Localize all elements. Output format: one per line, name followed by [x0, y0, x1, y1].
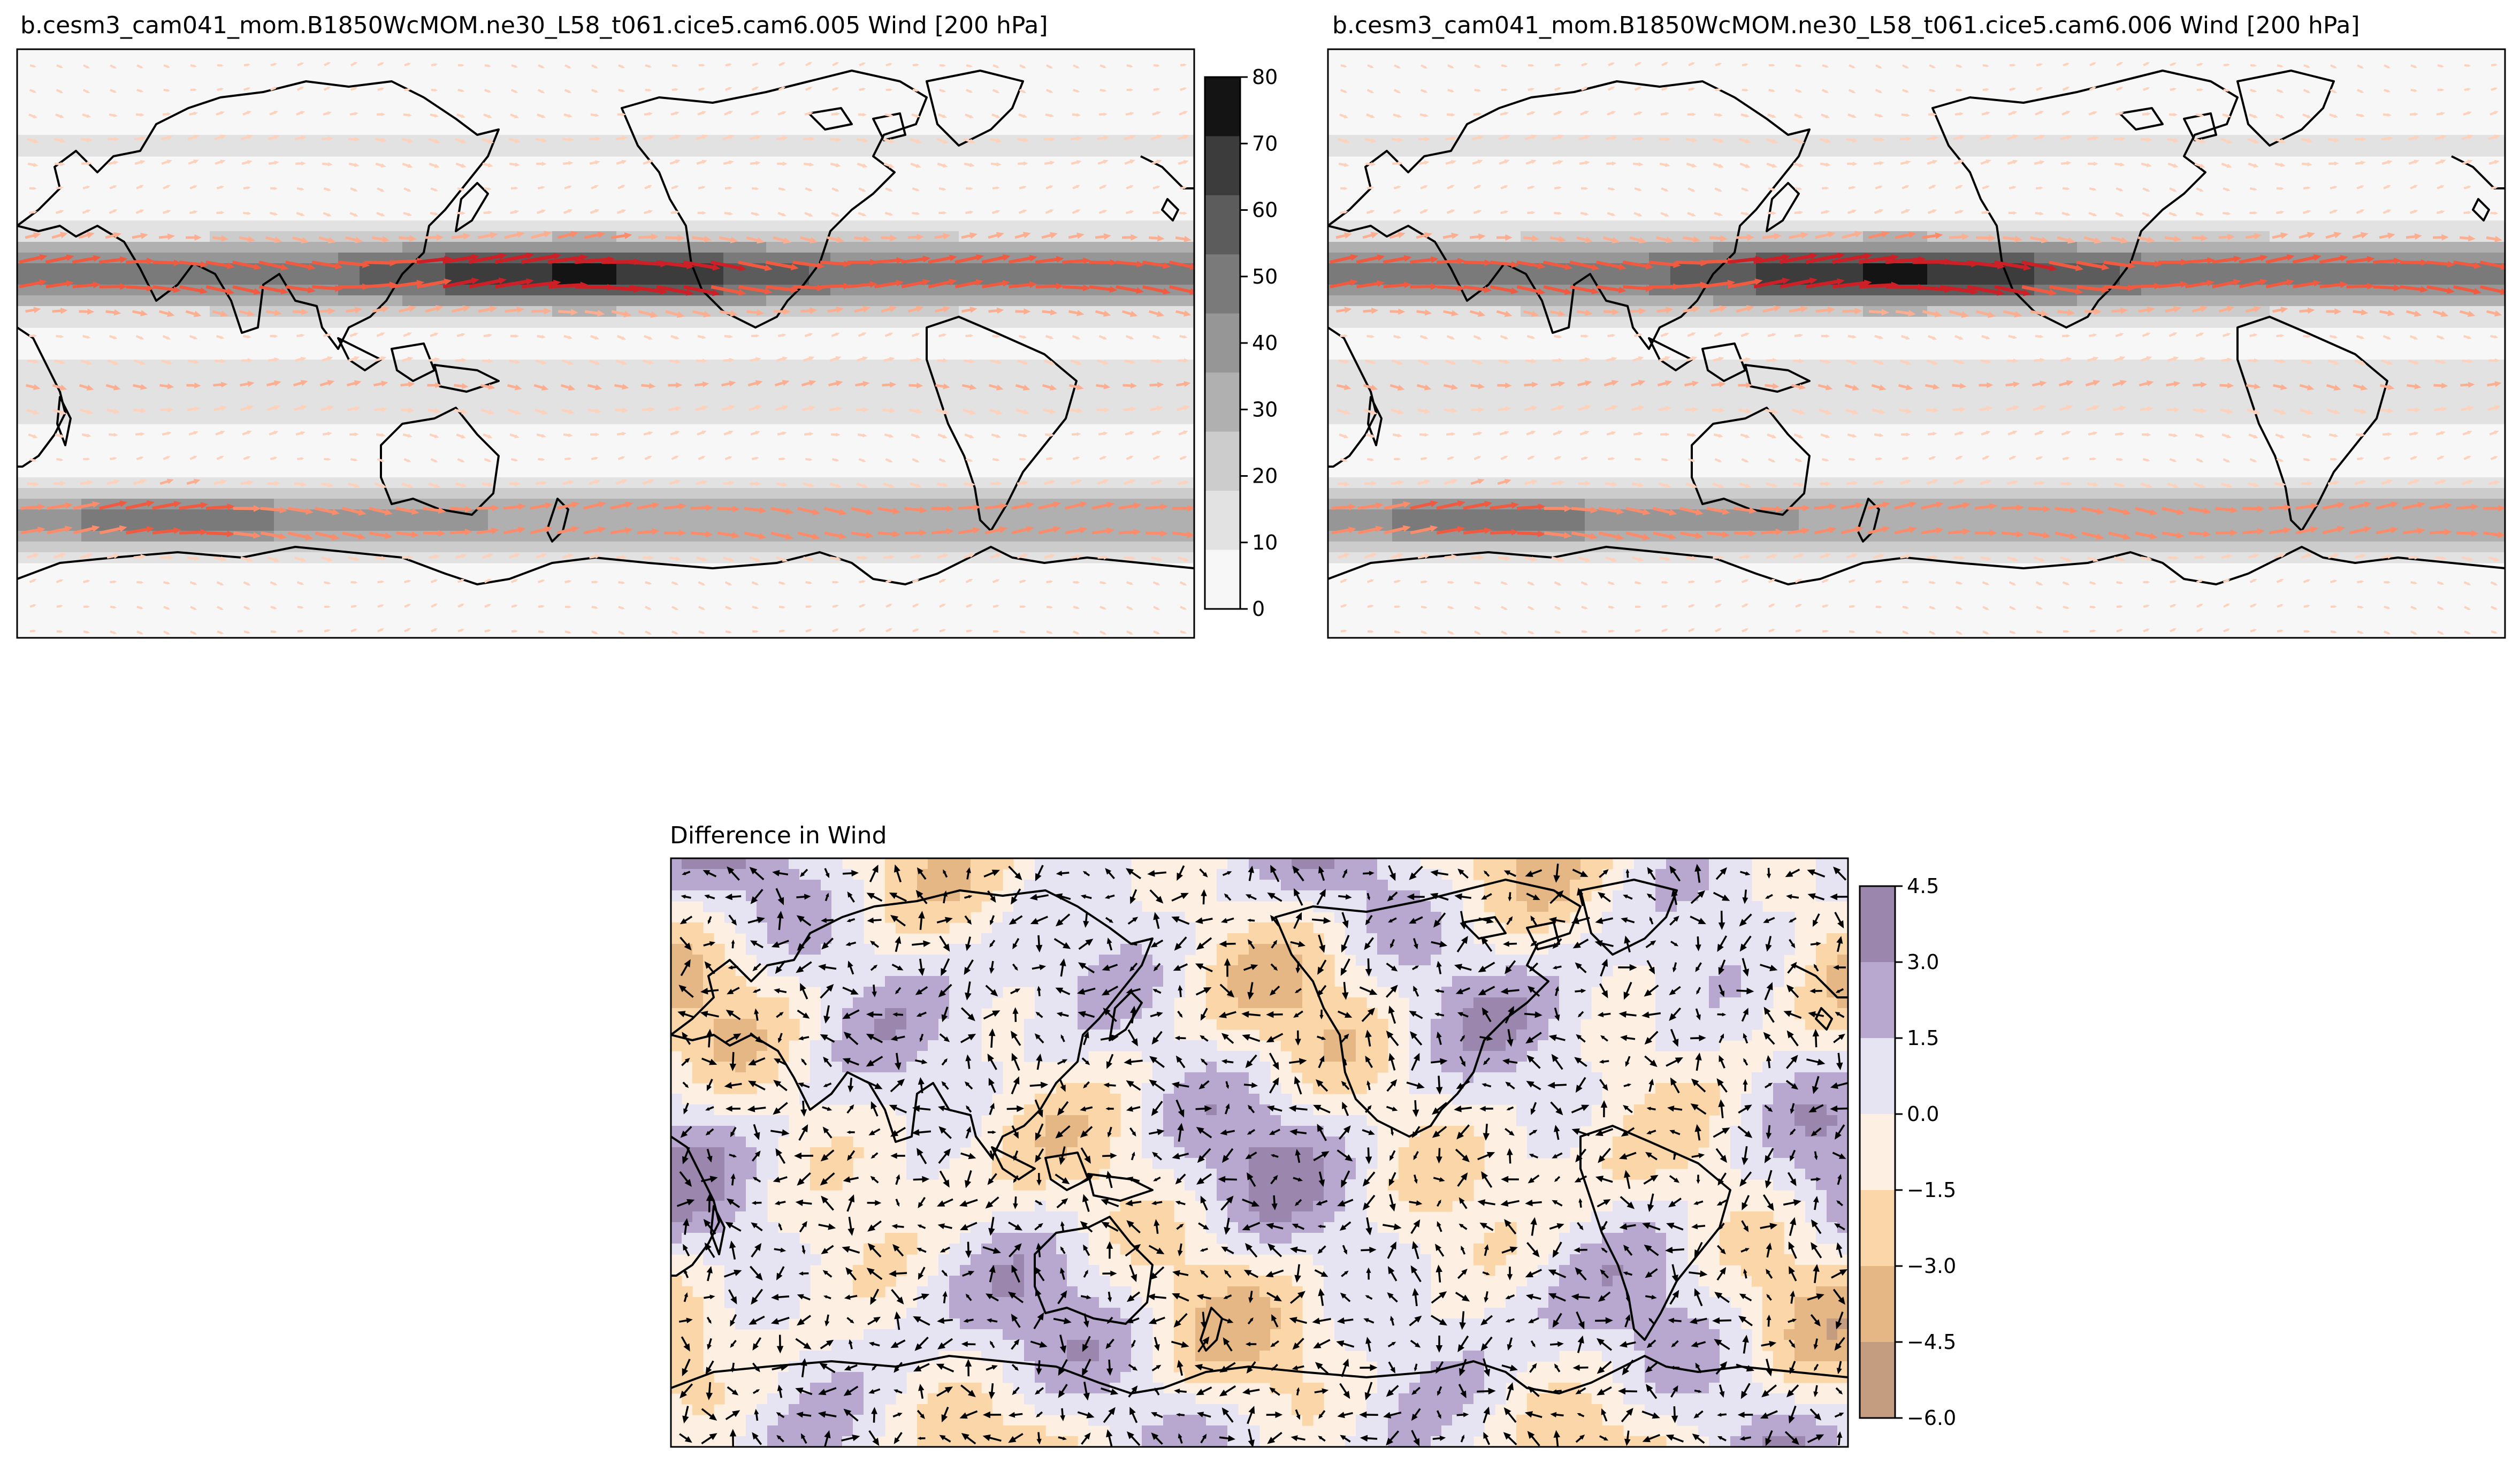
- colorbar-test-tick-label: 80: [1252, 65, 1278, 89]
- map-frame-difference: [670, 857, 1849, 1448]
- map-area-test: [16, 48, 1195, 639]
- colorbar-test-swatch: [1205, 77, 1240, 136]
- colorbar-difference-swatch: [1860, 1038, 1895, 1115]
- colorbar-test-swatch: [1205, 431, 1240, 491]
- colorbar-difference-swatch: [1860, 1114, 1895, 1191]
- colorbar-difference-swatch: [1860, 1266, 1895, 1343]
- colorbar-difference-tick-label: −3.0: [1907, 1254, 1956, 1278]
- map-frame-test: [16, 48, 1195, 639]
- wind-vectors-test: [18, 62, 1194, 635]
- colorbar-test-tick-label: 50: [1252, 265, 1278, 288]
- map-area-reference: [1327, 48, 2506, 639]
- colorbar-difference-tick-label: −1.5: [1907, 1178, 1956, 1202]
- wind-vectors-reference: [1329, 62, 2505, 635]
- colorbar-test-tick-label: 30: [1252, 398, 1278, 421]
- colorbar-test-tick-label: 20: [1252, 464, 1278, 488]
- map-area-difference: [670, 857, 1849, 1448]
- colorbar-test-tick-label: 0: [1252, 597, 1265, 621]
- colorbar-test-tick-label: 60: [1252, 199, 1278, 222]
- map-frame-reference: [1327, 48, 2506, 639]
- colorbar-difference-swatch: [1860, 886, 1895, 963]
- colorbar-difference-swatch: [1860, 1342, 1895, 1419]
- colorbar-difference-tick-label: 0.0: [1907, 1102, 1939, 1126]
- panel-test-case: b.cesm3_cam041_mom.B1850WcMOM.ne30_L58_t…: [16, 12, 1278, 639]
- panel-title-reference: b.cesm3_cam041_mom.B1850WcMOM.ne30_L58_t…: [1332, 12, 2360, 39]
- colorbar-difference-tick-label: −4.5: [1907, 1330, 1956, 1354]
- colorbar-test-tick-label: 70: [1252, 132, 1278, 155]
- colorbar-test-tick-label: 10: [1252, 531, 1278, 554]
- colorbar-test-swatch: [1205, 491, 1240, 551]
- colorbar-test-swatch: [1205, 136, 1240, 196]
- wind-difference-fill: [671, 858, 1848, 1447]
- panel-reference-case: b.cesm3_cam041_mom.B1850WcMOM.ne30_L58_t…: [1327, 12, 2506, 639]
- colorbar-difference-tick-label: 4.5: [1907, 874, 1939, 898]
- wind-speed-fill-reference: [1328, 49, 2505, 638]
- wind-speed-fill-test: [17, 49, 1194, 638]
- colorbar-test-swatch: [1205, 313, 1240, 373]
- colorbar-difference-swatch: [1860, 962, 1895, 1039]
- colorbar-difference-tick-label: 3.0: [1907, 950, 1939, 974]
- wind-difference-vectors: [676, 863, 1848, 1447]
- panel-difference: Difference in Wind 4.5 3.0 1.5 0.0 −1.5 −3.0 −…: [670, 822, 1956, 1448]
- colorbar-difference-tick-label: 1.5: [1907, 1026, 1939, 1050]
- colorbar-test-swatch: [1205, 550, 1240, 609]
- colorbar-frame-difference: [1859, 885, 1896, 1419]
- panel-title-test: b.cesm3_cam041_mom.B1850WcMOM.ne30_L58_t…: [20, 12, 1048, 39]
- colorbar-test-swatch: [1205, 254, 1240, 314]
- colorbar-difference-swatch: [1860, 1190, 1895, 1267]
- colorbar-wind-speed: 0 10 20 30 40 50 60 70 80: [1204, 65, 1278, 621]
- colorbar-test-swatch: [1205, 195, 1240, 255]
- colorbar-test-tick-label: 40: [1252, 331, 1278, 355]
- colorbar-test-swatch: [1205, 372, 1240, 432]
- colorbar-difference: 4.5 3.0 1.5 0.0 −1.5 −3.0 −4.5 −6.0: [1859, 874, 1956, 1430]
- panel-title-difference: Difference in Wind: [670, 822, 887, 849]
- colorbar-difference-tick-label: −6.0: [1907, 1406, 1956, 1430]
